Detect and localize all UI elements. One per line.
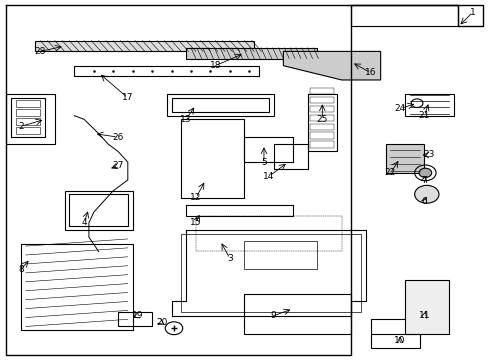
Polygon shape [385, 144, 424, 173]
Circle shape [414, 185, 438, 203]
Text: 23: 23 [423, 150, 434, 159]
Bar [309, 88, 334, 94]
Polygon shape [283, 51, 380, 80]
Text: 27: 27 [112, 161, 123, 170]
Text: 25: 25 [316, 115, 327, 124]
Text: 5: 5 [261, 158, 266, 167]
Bar [6, 94, 55, 144]
Bar [16, 127, 40, 134]
Bar [16, 100, 40, 107]
Text: 16: 16 [365, 68, 376, 77]
Bar [118, 312, 152, 327]
Bar [370, 319, 419, 348]
Text: 13: 13 [180, 115, 191, 124]
Text: 22: 22 [384, 168, 395, 177]
Text: 6: 6 [421, 197, 427, 206]
Polygon shape [404, 280, 448, 334]
Text: 7: 7 [421, 176, 427, 185]
Bar [69, 194, 127, 226]
Bar [16, 118, 40, 125]
Text: 12: 12 [190, 193, 201, 202]
Text: 10: 10 [393, 336, 405, 345]
Text: 11: 11 [418, 311, 429, 320]
Text: 20: 20 [156, 318, 167, 327]
Text: 9: 9 [270, 311, 276, 320]
Text: 24: 24 [394, 104, 405, 113]
Bar [309, 106, 334, 112]
Bar [309, 114, 334, 121]
Text: 14: 14 [263, 172, 274, 181]
Text: 3: 3 [226, 254, 232, 263]
Polygon shape [186, 48, 317, 59]
Bar [309, 123, 334, 130]
Bar [309, 132, 334, 139]
Text: 18: 18 [209, 61, 221, 70]
Bar [171, 98, 268, 112]
Text: 19: 19 [131, 311, 143, 320]
Text: 26: 26 [112, 132, 123, 141]
Text: 17: 17 [122, 93, 133, 102]
Bar [309, 141, 334, 148]
Polygon shape [35, 41, 254, 51]
Bar [244, 241, 317, 269]
Bar [181, 234, 361, 312]
Text: 15: 15 [190, 219, 201, 228]
Bar [16, 109, 40, 116]
Text: 8: 8 [18, 265, 23, 274]
Text: 28: 28 [35, 47, 46, 56]
Circle shape [418, 168, 431, 177]
Text: 4: 4 [81, 219, 87, 228]
Text: 2: 2 [18, 122, 23, 131]
Bar [186, 205, 292, 216]
Text: 1: 1 [469, 8, 475, 17]
Bar [196, 216, 341, 251]
Text: 21: 21 [418, 111, 429, 120]
Bar [309, 97, 334, 103]
